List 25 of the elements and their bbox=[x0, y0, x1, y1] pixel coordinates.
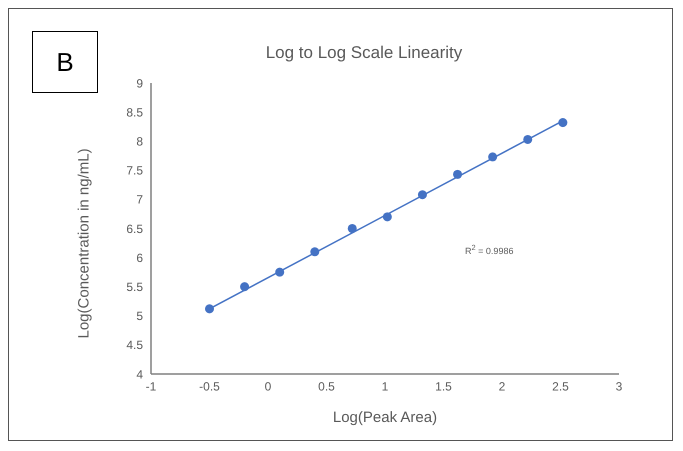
text: B bbox=[56, 46, 74, 78]
x-tick-label: -0.5 bbox=[199, 380, 220, 394]
y-tick-label: 7 bbox=[136, 192, 144, 207]
y-tick-label: 7.5 bbox=[126, 164, 144, 178]
x-tick-label: -1 bbox=[146, 380, 157, 394]
x-tick-label: 3 bbox=[616, 380, 623, 394]
y-tick-label: 5 bbox=[136, 309, 144, 324]
annotation: R$^{2}$ = 0.9986 bbox=[465, 243, 514, 256]
y-tick-label: 5.5 bbox=[126, 280, 144, 294]
x-tick-label: 1.5 bbox=[435, 380, 452, 394]
x-tick-label: 0 bbox=[264, 380, 272, 394]
x-tick-label: 1 bbox=[382, 380, 389, 394]
y-tick-label: 6 bbox=[136, 250, 144, 265]
y-tick-label: 9 bbox=[136, 76, 144, 90]
x-tick-label: 0.5 bbox=[318, 380, 336, 394]
x-tick-label: 2 bbox=[498, 380, 506, 394]
chart-title: Log to Log Scale Linearity bbox=[266, 43, 462, 62]
y-tick-label: 8 bbox=[136, 134, 144, 148]
x-tick-label: 2.5 bbox=[552, 380, 570, 394]
x-axis-title: Log(Peak Area) bbox=[332, 409, 438, 426]
y-tick-label: 6.5 bbox=[126, 222, 144, 236]
y-tick-label: 8.5 bbox=[126, 105, 144, 120]
y-tick-label: 4.5 bbox=[126, 338, 144, 352]
y-axis-title: Log(Concentration in ng/mL) bbox=[75, 148, 92, 338]
y-tick-label: 4 bbox=[136, 367, 144, 382]
